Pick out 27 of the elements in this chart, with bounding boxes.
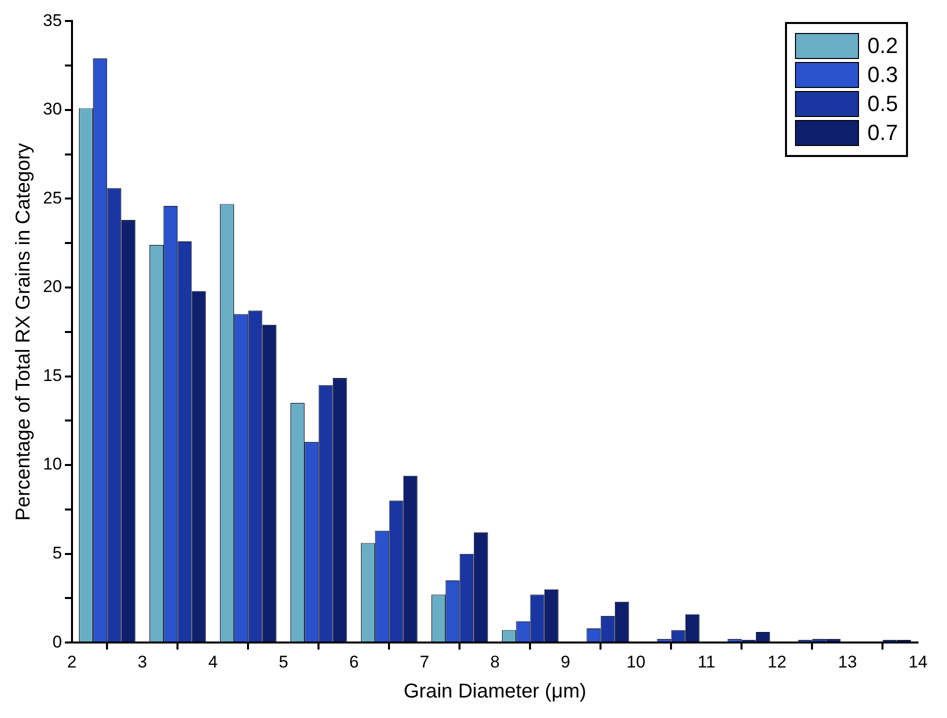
x-tick-label: 14 xyxy=(908,652,928,672)
x-tick-label: 8 xyxy=(490,652,500,672)
legend-label: 0.5 xyxy=(867,91,898,117)
x-tick-label: 3 xyxy=(138,652,148,672)
y-tick-label: 15 xyxy=(42,366,62,385)
legend-label: 0.7 xyxy=(867,120,898,146)
y-tick-label: 30 xyxy=(42,100,62,119)
x-axis-title: Grain Diameter (μm) xyxy=(404,680,586,703)
legend-label: 0.3 xyxy=(867,62,898,88)
x-tick-label: 5 xyxy=(278,652,288,672)
x-tick-label: 10 xyxy=(626,652,646,672)
y-tick-label: 5 xyxy=(52,544,62,563)
y-tick-label: 0 xyxy=(52,632,62,652)
legend-label: 0.2 xyxy=(867,33,898,59)
x-tick-label: 7 xyxy=(420,652,430,672)
y-tick-label: 20 xyxy=(42,277,62,296)
x-tick-label: 2 xyxy=(67,652,77,672)
y-tick-label: 35 xyxy=(42,10,62,30)
x-tick-label: 13 xyxy=(838,652,857,672)
x-tick-label: 4 xyxy=(208,652,218,672)
y-tick-label: 10 xyxy=(42,454,62,474)
y-tick-label: 25 xyxy=(42,188,62,208)
x-tick-label: 11 xyxy=(698,652,716,672)
x-tick-label: 12 xyxy=(768,652,786,672)
x-tick-label: 6 xyxy=(349,652,359,672)
y-axis-title: Percentage of Total RX Grains in Category xyxy=(12,143,35,521)
x-tick-label: 9 xyxy=(560,652,570,672)
